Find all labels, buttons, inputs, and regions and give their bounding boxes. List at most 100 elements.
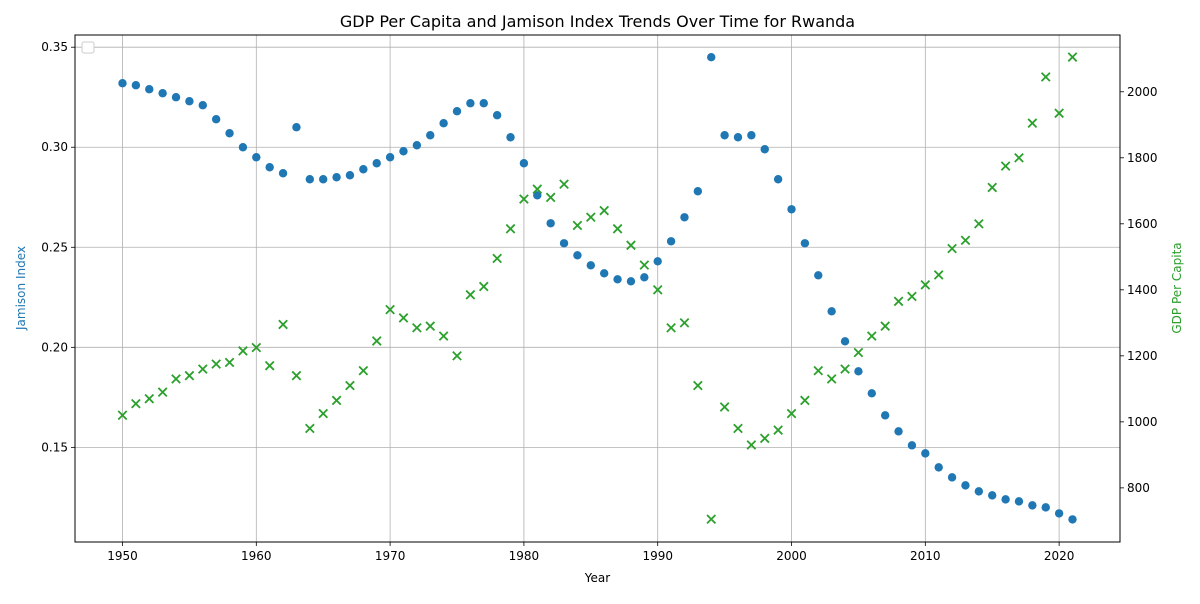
right-tick: 1000 [1120,415,1158,429]
x-tick-label: 1960 [241,549,272,563]
x-tick-label: 1970 [375,549,406,563]
right-tick-label: 1000 [1127,415,1158,429]
gdp-point [318,408,329,419]
jamison-point [573,251,582,260]
jamison-point [305,175,315,184]
gdp-point [1000,161,1011,171]
jamison-point [586,261,596,270]
jamison-point [225,129,234,138]
gdp-point [960,235,971,246]
right-tick-label: 1400 [1127,283,1158,297]
gdp-point [893,296,904,307]
jamison-point [599,269,609,278]
jamison-point [385,153,395,162]
jamison-point [412,141,422,150]
jamison-point [506,133,515,142]
gdp-point [626,240,636,251]
x-tick: 2010 [910,542,941,563]
right-tick-label: 1600 [1127,217,1158,231]
legend [81,41,95,54]
jamison-point [292,123,301,132]
x-tick: 2000 [776,542,807,563]
left-tick-label: 0.25 [41,240,68,254]
gdp-point [693,380,703,391]
gdp-point [773,425,783,435]
jamison-point [867,389,876,398]
jamison-point [773,175,783,184]
gdp-point [786,408,797,419]
jamison-point [613,275,622,284]
jamison-point [934,463,943,472]
right-tick: 1400 [1120,283,1158,297]
jamison-point [626,277,636,286]
gdp-point [679,317,690,328]
gdp-point [171,374,181,384]
jamison-point [800,239,810,248]
jamison-point [707,53,716,62]
jamison-point [546,219,555,228]
jamison-point [733,133,743,142]
jamison-point [439,119,448,128]
jamison-point [1068,515,1077,524]
x-tick-label: 2020 [1044,549,1075,563]
jamison-point [345,171,355,180]
plot-frame [74,34,1121,543]
jamison-point [533,191,542,200]
gdp-point [652,284,663,295]
gdp-point [492,253,502,264]
gdp-point [880,321,891,331]
jamison-point [947,473,957,482]
right-axis-label: GDP Per Capita [1170,242,1184,333]
gdp-point [545,192,556,203]
gdp-point [1040,72,1051,82]
legend-box [81,41,95,54]
jamison-point [559,239,569,248]
jamison-point [988,491,997,500]
jamison-point [118,79,127,88]
gdp-point [599,205,610,216]
right-tick: 2000 [1120,85,1158,99]
jamison-point [399,147,408,156]
left-axis-ticks: 0.15 0.20 0.25 0.30 0.35 [41,40,75,454]
jamison-point [974,487,984,496]
jamison-point [921,449,930,458]
gdp-point [131,398,141,409]
left-tick: 0.35 [41,40,75,54]
gdp-point [478,281,489,292]
gdp-point [1027,118,1038,128]
jamison-point [640,273,649,282]
jamison-point [747,131,756,140]
right-tick: 1200 [1120,349,1158,363]
gdp-point [666,322,676,333]
jamison-point [479,99,488,108]
jamison-point [1001,495,1010,504]
gdp-point [278,319,288,330]
x-tick: 2020 [1044,542,1075,563]
gdp-point [251,342,262,353]
right-tick-label: 1200 [1127,349,1158,363]
left-tick: 0.15 [41,440,75,454]
gdp-point [452,350,462,361]
gdp-point [907,291,917,302]
jamison-point [466,99,475,108]
gdp-per-capita-series [117,52,1078,525]
gdp-point [706,514,717,525]
jamison-point [653,257,662,266]
right-tick-label: 2000 [1127,85,1158,99]
jamison-index-series [118,53,1077,524]
x-tick-label: 2010 [910,549,941,563]
jamison-point [185,97,194,106]
gdp-point [866,331,877,341]
jamison-point [760,145,769,154]
gdp-point [532,184,543,194]
x-tick-label: 1980 [509,549,540,563]
x-tick: 1990 [642,542,673,563]
gdp-point [157,387,168,397]
gdp-point [1067,52,1078,62]
gdp-point [184,370,195,381]
jamison-point [693,187,703,196]
gdp-point [331,395,342,406]
left-tick: 0.25 [41,240,75,254]
jamison-point [198,101,207,110]
jamison-point [827,307,836,316]
